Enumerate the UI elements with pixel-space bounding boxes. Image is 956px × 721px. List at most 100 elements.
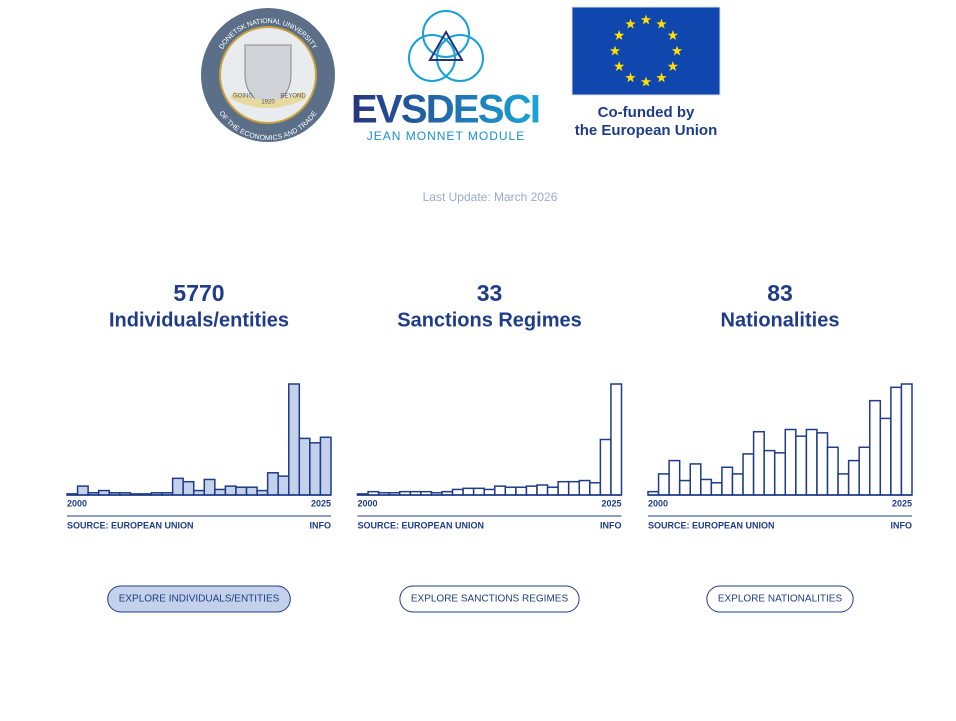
module-logo bbox=[408, 10, 484, 82]
logo-circle bbox=[422, 10, 470, 58]
stat-number: 5770 bbox=[173, 280, 224, 306]
info-link[interactable]: INFO bbox=[600, 520, 622, 530]
bar bbox=[567, 480, 581, 496]
bar bbox=[742, 453, 755, 496]
eu-caption: the European Union bbox=[575, 122, 718, 139]
button-bg[interactable] bbox=[107, 585, 291, 613]
eu-star bbox=[667, 61, 679, 71]
bar bbox=[483, 488, 496, 496]
logo-ribbon bbox=[230, 91, 306, 108]
bar bbox=[710, 482, 723, 496]
bar bbox=[890, 386, 903, 496]
bar bbox=[689, 463, 702, 496]
x-tick-label: 2000 bbox=[648, 498, 668, 508]
bar bbox=[504, 486, 517, 496]
explore-button[interactable]: EXPLORE SANCTIONS REGIMES bbox=[399, 585, 580, 613]
eu-caption: Co-funded by bbox=[598, 104, 695, 121]
bar bbox=[494, 485, 507, 496]
bar bbox=[879, 417, 892, 496]
bar bbox=[546, 486, 559, 496]
eu-star bbox=[613, 61, 625, 71]
bar bbox=[678, 479, 691, 496]
bar bbox=[816, 432, 829, 496]
x-tick-label: 2000 bbox=[67, 498, 87, 508]
button-label[interactable]: EXPLORE NATIONALITIES bbox=[718, 594, 843, 605]
stat-label: Individuals/entities bbox=[109, 309, 289, 331]
bar bbox=[721, 466, 734, 496]
button-bg[interactable] bbox=[399, 585, 580, 613]
bar bbox=[668, 459, 681, 496]
bar bbox=[525, 485, 538, 496]
bar bbox=[451, 488, 464, 496]
bar bbox=[795, 435, 808, 496]
logo-circle bbox=[436, 34, 484, 82]
bar bbox=[245, 486, 258, 496]
module-subtitle: JEAN MONNET MODULE bbox=[367, 129, 525, 143]
explore-button[interactable]: EXPLORE NATIONALITIES bbox=[706, 585, 854, 613]
bar bbox=[657, 473, 670, 496]
x-tick-label: 2025 bbox=[892, 498, 912, 508]
eu-star bbox=[613, 30, 625, 40]
year: 1920 bbox=[261, 100, 275, 106]
eu-star bbox=[656, 18, 667, 29]
bar bbox=[578, 479, 591, 496]
x-tick-label: 2000 bbox=[358, 498, 378, 508]
eu-star bbox=[609, 45, 621, 56]
bar bbox=[752, 430, 765, 496]
motto: BEYOND bbox=[280, 94, 306, 100]
info-link[interactable]: INFO bbox=[891, 520, 913, 530]
button-bg[interactable] bbox=[706, 585, 854, 613]
bar bbox=[900, 383, 913, 496]
info-link[interactable]: INFO bbox=[310, 520, 332, 530]
bar bbox=[784, 428, 797, 496]
bar bbox=[266, 472, 279, 496]
eu-star bbox=[656, 72, 667, 83]
stat-number: 33 bbox=[477, 280, 503, 306]
source-label: SOURCE: EUROPEAN UNION bbox=[648, 520, 775, 530]
bar bbox=[277, 475, 290, 496]
bar bbox=[171, 477, 184, 496]
logo-triangle bbox=[428, 29, 464, 61]
eu-star bbox=[640, 76, 652, 87]
bar bbox=[76, 485, 89, 496]
bar bbox=[288, 383, 301, 496]
bar bbox=[319, 436, 332, 496]
bar bbox=[837, 473, 850, 496]
bar bbox=[309, 442, 322, 496]
button-label[interactable]: EXPLORE SANCTIONS REGIMES bbox=[411, 594, 569, 605]
university-logo: DONETSK NATIONAL UNIVERSITY OF THE ECONO… bbox=[201, 8, 335, 142]
button-label[interactable]: EXPLORE INDIVIDUALS/ENTITIES bbox=[119, 594, 280, 605]
last-update: Last Update: March 2026 bbox=[423, 190, 558, 204]
eu-star bbox=[625, 18, 636, 29]
bar bbox=[235, 486, 248, 496]
eu-star bbox=[625, 72, 636, 83]
bar bbox=[515, 486, 528, 496]
bar bbox=[599, 438, 612, 496]
bar bbox=[472, 487, 485, 496]
motto: GOING bbox=[233, 94, 253, 100]
explore-button[interactable]: EXPLORE INDIVIDUALS/ENTITIES bbox=[107, 585, 291, 613]
bar bbox=[731, 473, 744, 496]
eu-stars bbox=[609, 14, 683, 87]
stat-label: Nationalities bbox=[721, 309, 840, 331]
stat-label: Sanctions Regimes bbox=[397, 309, 582, 331]
bar bbox=[826, 446, 839, 496]
bar bbox=[610, 383, 623, 496]
bar bbox=[700, 478, 713, 496]
eu-star bbox=[671, 45, 683, 56]
eu-star bbox=[667, 30, 679, 40]
bar bbox=[589, 482, 602, 496]
bar bbox=[805, 428, 818, 496]
bar bbox=[298, 437, 311, 496]
x-tick-label: 2025 bbox=[311, 498, 331, 508]
bar bbox=[847, 459, 860, 496]
eu-star bbox=[640, 14, 652, 25]
bar bbox=[557, 480, 570, 496]
bar bbox=[182, 480, 195, 496]
bar bbox=[214, 488, 227, 496]
x-tick-label: 2025 bbox=[601, 498, 621, 508]
source-label: SOURCE: EUROPEAN UNION bbox=[358, 520, 485, 530]
bar bbox=[869, 399, 882, 496]
